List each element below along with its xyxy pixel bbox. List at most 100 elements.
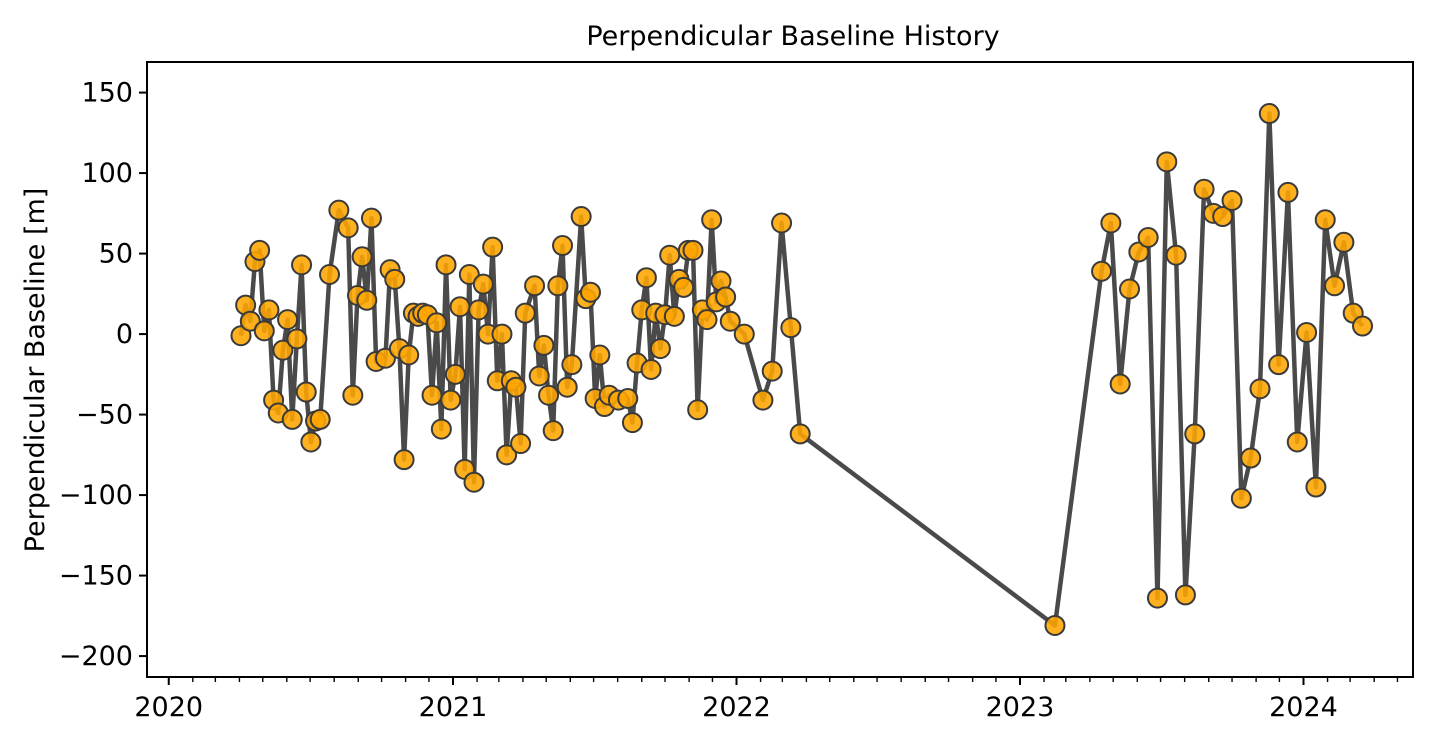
data-point [789,423,811,445]
data-point [1212,206,1234,228]
data-point [1165,244,1187,266]
data-point [579,281,601,303]
data-point [444,363,466,385]
data-point [291,254,313,276]
data-point [421,384,443,406]
data-point [1184,423,1206,445]
data-point [621,412,643,434]
data-point [1324,275,1346,297]
data-point [360,207,382,229]
data-point [510,433,532,455]
chart-title: Perpendicular Baseline History [586,21,999,52]
data-point [384,268,406,290]
data-point [552,235,574,257]
data-point [491,323,513,345]
data-point [295,381,317,403]
data-point [253,320,275,342]
x-tick-label: 2023 [986,692,1055,723]
data-point [1249,378,1271,400]
data-point [1044,614,1066,636]
data-point [300,431,322,453]
data-point [649,338,671,360]
data-point [286,328,308,350]
data-point [472,273,494,295]
data-point [696,309,718,331]
data-point [1091,260,1113,282]
y-tick-label: 150 [81,78,133,109]
y-tick-label: −50 [76,400,133,431]
data-point [440,389,462,411]
data-point [463,471,485,493]
baseline-series [230,103,1374,636]
data-point [351,246,373,268]
data-point [356,289,378,311]
data-point [524,275,546,297]
data-point [715,286,737,308]
data-point [1100,212,1122,234]
data-point [570,206,592,228]
data-point [468,299,490,321]
data-point [556,376,578,398]
data-point [342,384,364,406]
data-point [319,264,341,286]
data-point [1268,354,1290,376]
data-point [328,199,350,221]
data-point [449,296,471,318]
data-point [761,360,783,382]
data-point [1352,315,1374,337]
data-point [249,239,271,261]
data-point [589,344,611,366]
data-point [514,302,536,324]
data-point [1305,476,1327,498]
y-tick-label: 100 [81,158,133,189]
data-point [752,389,774,411]
data-point [1174,584,1196,606]
data-point [635,267,657,289]
data-point [435,254,457,276]
data-point [496,444,518,466]
data-point [1333,231,1355,253]
data-point [1146,587,1168,609]
data-point [230,325,252,347]
data-point [1119,278,1141,300]
data-point [1258,103,1280,125]
data-point [533,334,555,356]
data-point [719,310,741,332]
x-axis: 2020 2021 2022 2023 2024 [134,677,1399,723]
x-tick-label: 2024 [1269,692,1338,723]
plot-frame [146,61,1414,678]
data-point [1128,241,1150,263]
data-point [398,344,420,366]
x-tick-label: 2022 [702,692,771,723]
data-point [528,365,550,387]
data-point [1109,373,1131,395]
data-point [309,408,331,430]
data-point [1314,209,1336,231]
data-point [682,239,704,261]
data-point [426,312,448,334]
y-axis-label: Perpendicular Baseline [m] [20,188,51,553]
data-point [281,408,303,430]
data-point [542,420,564,442]
data-point [505,376,527,398]
data-point [617,387,639,409]
data-point [640,359,662,380]
data-point [771,212,793,234]
x-tick-label: 2021 [419,692,488,723]
y-tick-label: 0 [116,319,133,350]
data-point [258,299,280,321]
data-point [1296,321,1318,343]
data-point [272,339,294,361]
data-point [733,323,755,345]
y-tick-label: −200 [59,641,133,672]
y-tick-label: −150 [59,561,133,592]
data-point [673,276,695,298]
data-point [1230,487,1252,509]
data-point [1277,181,1299,203]
data-point [277,309,299,331]
x-tick-label: 2020 [134,692,203,723]
data-point [687,399,709,421]
data-point [561,354,583,376]
